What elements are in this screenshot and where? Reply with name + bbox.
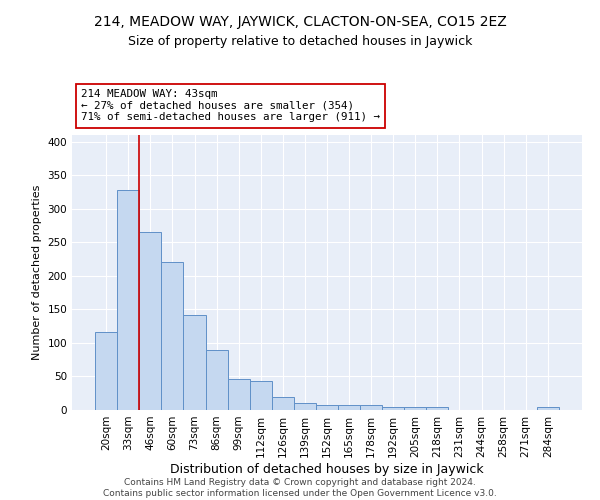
Bar [338,404,360,410]
Text: Contains HM Land Registry data © Crown copyright and database right 2024.
Contai: Contains HM Land Registry data © Crown c… [103,478,497,498]
Bar [427,408,448,410]
X-axis label: Distribution of detached houses by size in Jaywick: Distribution of detached houses by size … [170,462,484,475]
Y-axis label: Number of detached properties: Number of detached properties [32,185,42,360]
Bar [117,190,139,410]
Bar [95,332,117,410]
Text: Size of property relative to detached houses in Jaywick: Size of property relative to detached ho… [128,35,472,48]
Bar [404,408,427,410]
Bar [294,404,316,410]
Bar [227,379,250,410]
Bar [272,396,294,410]
Bar [139,232,161,410]
Bar [184,315,206,410]
Bar [316,404,338,410]
Bar [161,262,184,410]
Bar [537,406,559,410]
Bar [206,350,227,410]
Text: 214, MEADOW WAY, JAYWICK, CLACTON-ON-SEA, CO15 2EZ: 214, MEADOW WAY, JAYWICK, CLACTON-ON-SEA… [94,15,506,29]
Bar [382,408,404,410]
Bar [360,404,382,410]
Text: 214 MEADOW WAY: 43sqm
← 27% of detached houses are smaller (354)
71% of semi-det: 214 MEADOW WAY: 43sqm ← 27% of detached … [81,90,380,122]
Bar [250,381,272,410]
